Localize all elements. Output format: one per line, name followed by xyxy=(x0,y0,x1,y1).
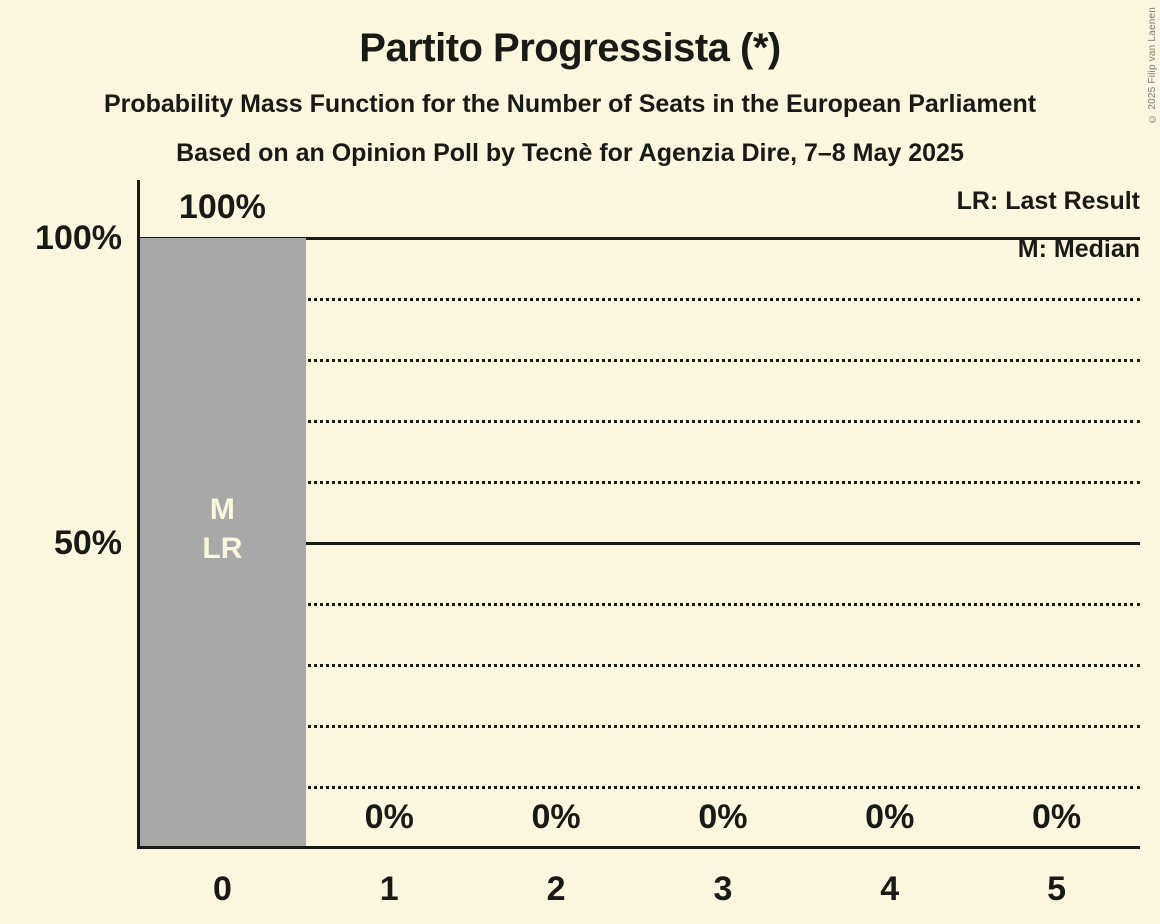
gridline-dotted-20 xyxy=(139,724,1140,728)
gridline-dotted-80 xyxy=(139,358,1140,362)
bar-value-label-2: 0% xyxy=(531,798,581,836)
plot-area: 100% M LR 0% 0% 0% 0% 0% xyxy=(139,188,1140,848)
bar-value-label-5: 0% xyxy=(1032,798,1082,836)
y-axis-line xyxy=(137,180,140,849)
page-title: Partito Progressista (*) xyxy=(359,26,781,70)
bar-annotation-line-m: M xyxy=(209,493,235,526)
x-axis-tick-label-3: 3 xyxy=(713,870,733,908)
legend-item-median: M: Median xyxy=(1017,235,1140,263)
bar-annotation-line-lr: LR xyxy=(202,532,243,565)
x-axis-line xyxy=(137,846,1140,849)
copyright-notice: © 2025 Filip van Laenen xyxy=(1147,7,1158,124)
gridline-dotted-60 xyxy=(139,480,1140,484)
x-axis-tick-label-4: 4 xyxy=(880,870,900,908)
y-axis-tick-label-100: 100% xyxy=(35,219,122,257)
bar-value-label-1: 0% xyxy=(364,798,414,836)
legend-item-last-result: LR: Last Result xyxy=(956,187,1140,215)
chart-subtitle-line2: Based on an Opinion Poll by Tecnè for Ag… xyxy=(176,139,964,167)
bar-annotation-m-lr: M LR xyxy=(139,490,306,568)
x-axis-tick-label-2: 2 xyxy=(546,870,566,908)
chart-subtitle-line1: Probability Mass Function for the Number… xyxy=(103,90,1037,118)
gridline-solid-100 xyxy=(139,236,1140,240)
gridline-dotted-30 xyxy=(139,663,1140,667)
x-axis-tick-label-5: 5 xyxy=(1047,870,1067,908)
gridline-dotted-70 xyxy=(139,419,1140,423)
y-axis-tick-label-50: 50% xyxy=(53,524,122,562)
gridline-dotted-10 xyxy=(139,785,1140,789)
bar-seats-0 xyxy=(139,238,306,848)
bar-value-label-0: 100% xyxy=(178,188,266,226)
bar-value-label-4: 0% xyxy=(865,798,915,836)
bar-value-label-3: 0% xyxy=(698,798,748,836)
gridline-dotted-90 xyxy=(139,297,1140,301)
gridline-solid-50 xyxy=(139,541,1140,545)
x-axis-tick-label-1: 1 xyxy=(379,870,399,908)
gridline-dotted-40 xyxy=(139,602,1140,606)
x-axis-tick-label-0: 0 xyxy=(212,870,232,908)
